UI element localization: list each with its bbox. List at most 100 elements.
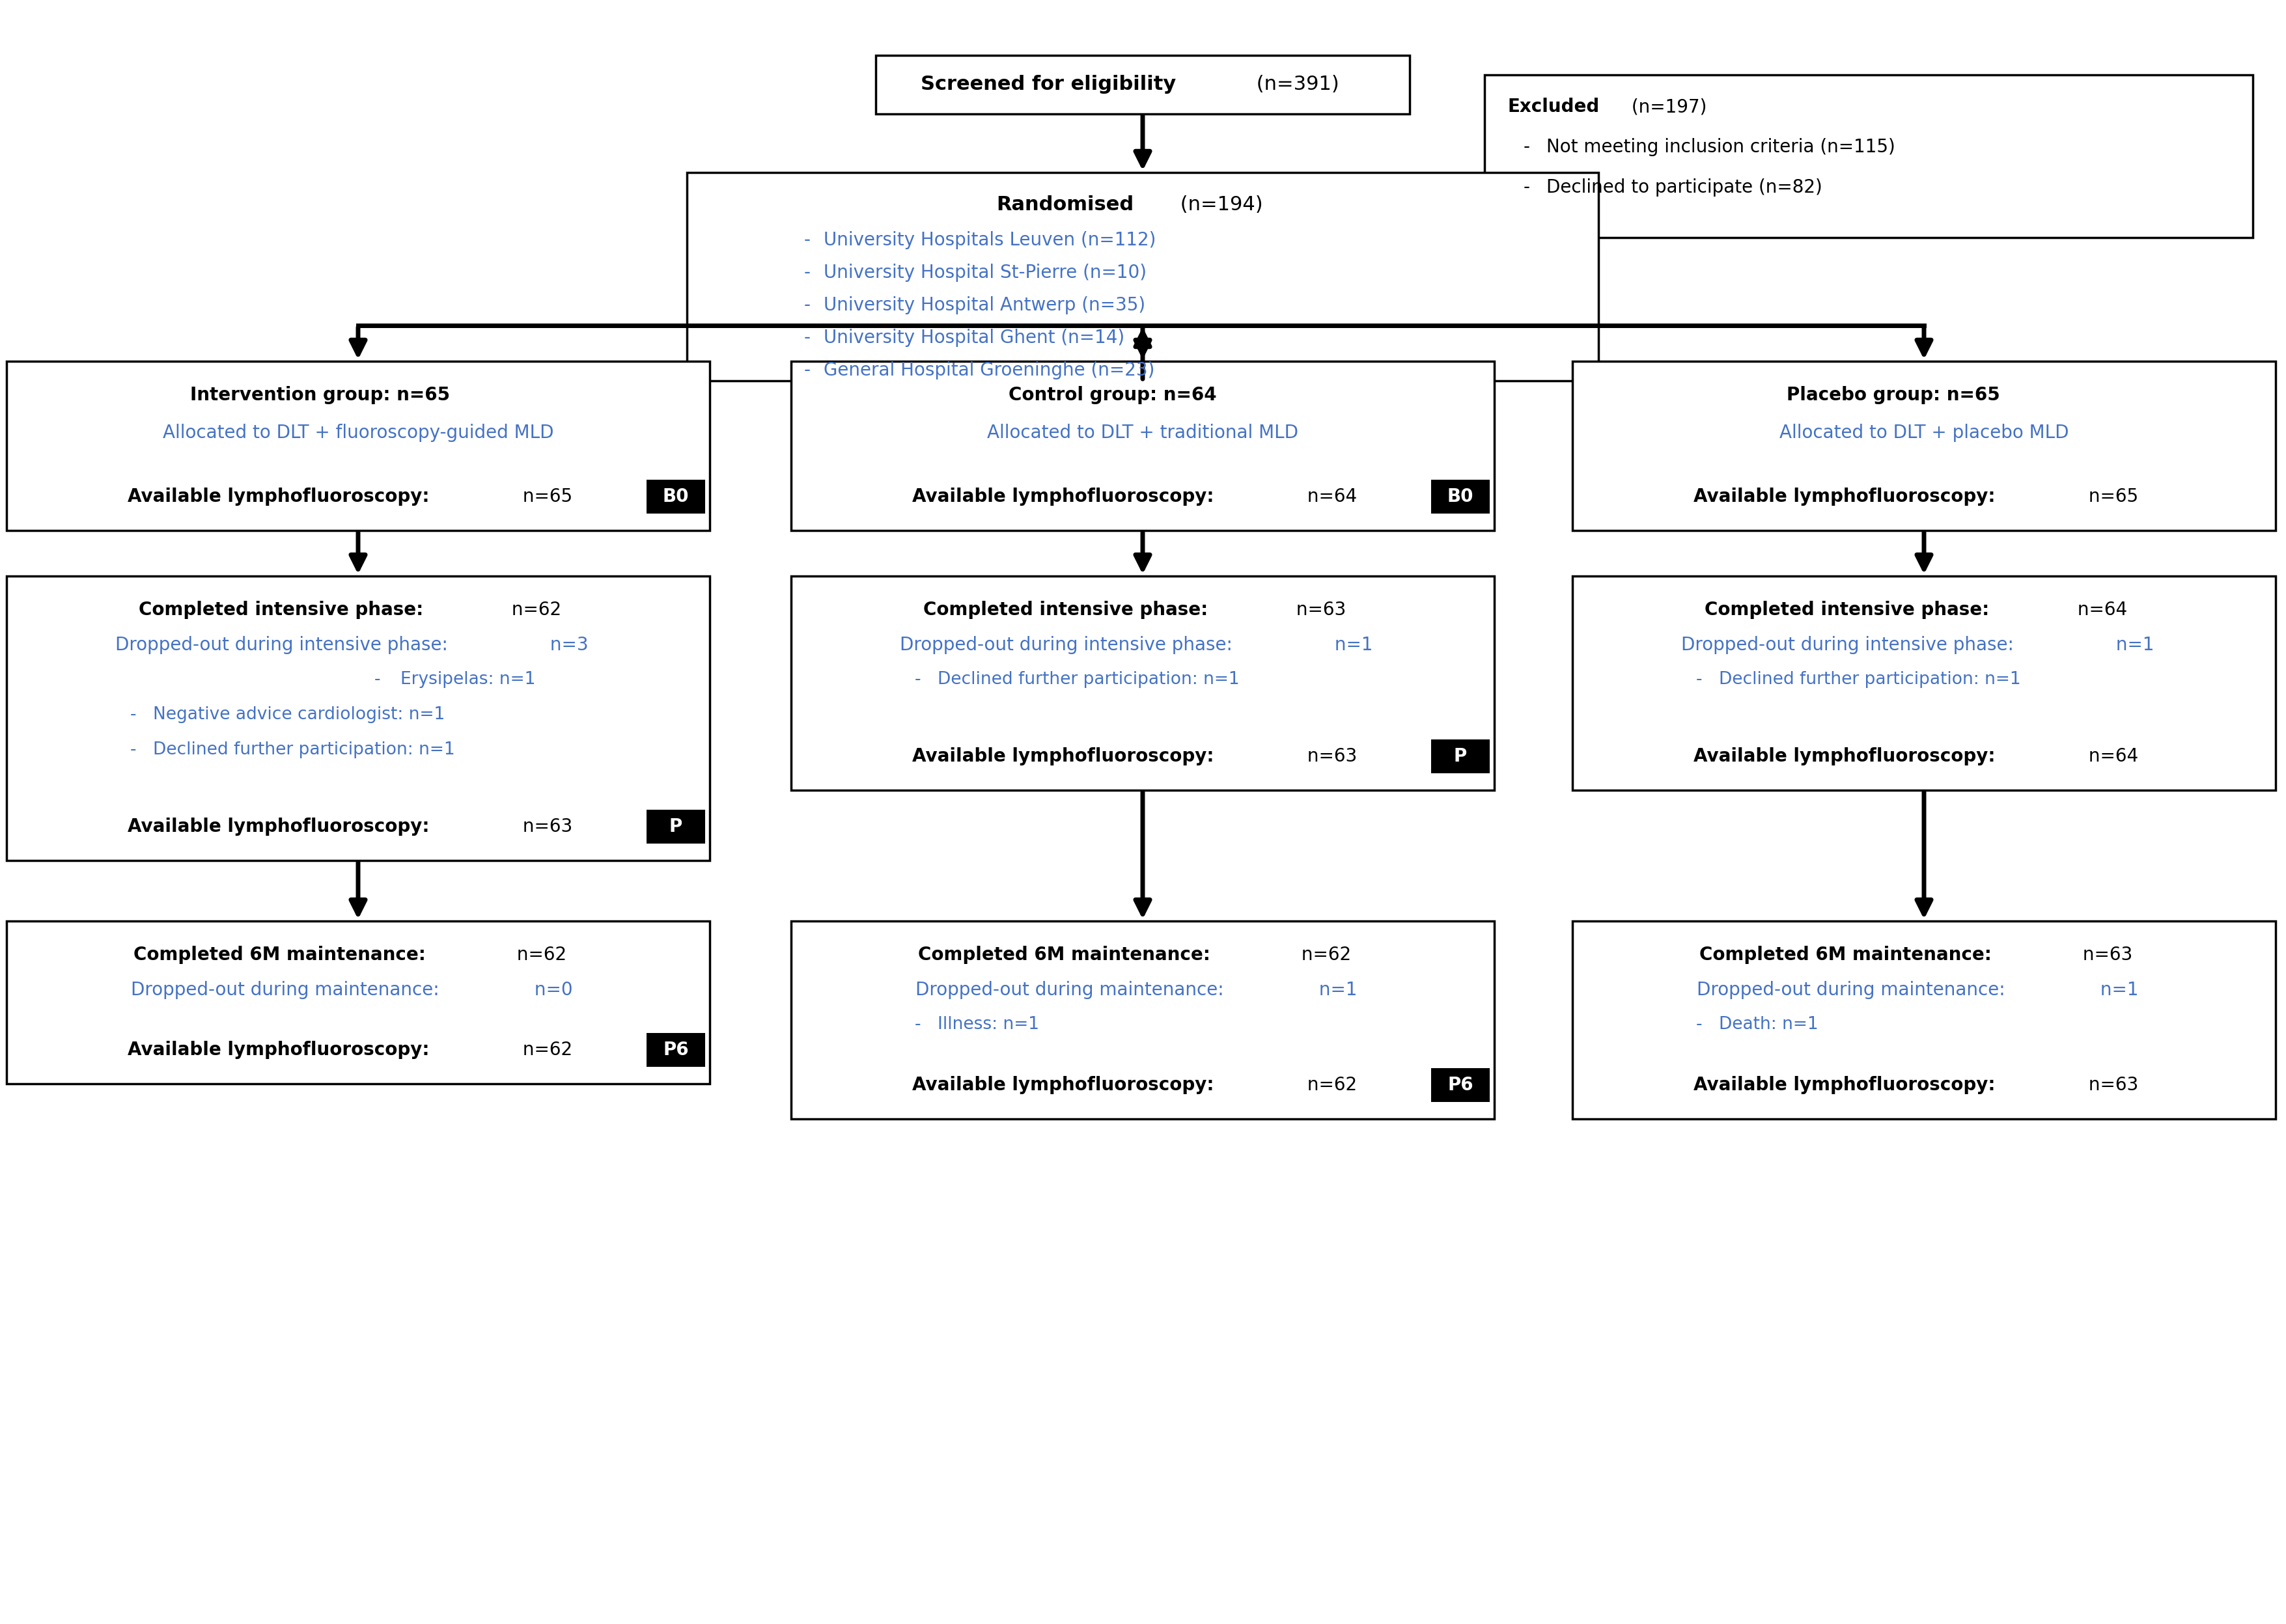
Text: Dropped-out during maintenance:: Dropped-out during maintenance: (914, 981, 1223, 999)
Text: -: - (1696, 1017, 1703, 1033)
Text: n=63: n=63 (2076, 945, 2133, 965)
Text: n=1: n=1 (1328, 637, 1374, 654)
FancyBboxPatch shape (791, 361, 1495, 531)
FancyBboxPatch shape (1573, 921, 2275, 1119)
Text: -: - (1522, 138, 1529, 156)
Text: Screened for eligibility: Screened for eligibility (921, 75, 1175, 94)
FancyBboxPatch shape (647, 1033, 704, 1067)
Text: Completed 6M maintenance:: Completed 6M maintenance: (135, 945, 425, 965)
Text: P: P (670, 817, 684, 836)
Text: Declined to participate (n=82): Declined to participate (n=82) (1545, 179, 1822, 197)
Text: n=1: n=1 (2094, 981, 2137, 999)
Text: n=3: n=3 (544, 637, 588, 654)
FancyBboxPatch shape (791, 577, 1495, 791)
Text: B0: B0 (663, 487, 688, 505)
FancyBboxPatch shape (1431, 1069, 1490, 1103)
Text: Allocated to DLT + placebo MLD: Allocated to DLT + placebo MLD (1779, 424, 2069, 442)
FancyBboxPatch shape (686, 172, 1598, 380)
Text: Completed intensive phase:: Completed intensive phase: (924, 601, 1207, 619)
Text: Available lymphofluoroscopy:: Available lymphofluoroscopy: (912, 747, 1214, 765)
Text: n=65: n=65 (2083, 487, 2137, 505)
Text: n=62: n=62 (505, 601, 562, 619)
Text: Available lymphofluoroscopy:: Available lymphofluoroscopy: (912, 1077, 1214, 1095)
Text: University Hospital Ghent (n=14): University Hospital Ghent (n=14) (823, 328, 1125, 348)
Text: -: - (1696, 671, 1703, 689)
Text: Placebo group: n=65: Placebo group: n=65 (1785, 387, 2000, 404)
Text: -: - (805, 263, 812, 283)
Text: Declined further participation: n=1: Declined further participation: n=1 (937, 671, 1239, 689)
FancyBboxPatch shape (7, 361, 709, 531)
Text: Randomised: Randomised (997, 195, 1134, 214)
Text: Available lymphofluoroscopy:: Available lymphofluoroscopy: (128, 1041, 430, 1059)
Text: Not meeting inclusion criteria (n=115): Not meeting inclusion criteria (n=115) (1545, 138, 1895, 156)
Text: n=62: n=62 (1296, 945, 1351, 965)
FancyBboxPatch shape (1431, 739, 1490, 773)
Text: Available lymphofluoroscopy:: Available lymphofluoroscopy: (128, 817, 430, 836)
Text: n=1: n=1 (1312, 981, 1358, 999)
Text: Declined further participation: n=1: Declined further participation: n=1 (1719, 671, 2021, 689)
Text: -: - (914, 1017, 921, 1033)
Text: Negative advice cardiologist: n=1: Negative advice cardiologist: n=1 (153, 706, 446, 723)
Text: n=63: n=63 (517, 817, 572, 836)
Text: n=63: n=63 (1301, 747, 1358, 765)
Text: Completed intensive phase:: Completed intensive phase: (139, 601, 423, 619)
Text: -: - (805, 328, 812, 348)
FancyBboxPatch shape (1573, 361, 2275, 531)
FancyBboxPatch shape (647, 479, 704, 513)
Text: n=1: n=1 (2110, 637, 2153, 654)
Text: -: - (1522, 179, 1529, 197)
Text: Completed 6M maintenance:: Completed 6M maintenance: (919, 945, 1212, 965)
FancyBboxPatch shape (876, 55, 1410, 114)
Text: Available lymphofluoroscopy:: Available lymphofluoroscopy: (128, 487, 430, 505)
Text: n=64: n=64 (2071, 601, 2128, 619)
Text: -: - (805, 361, 812, 380)
Text: (n=194): (n=194) (1175, 195, 1262, 214)
Text: Available lymphofluoroscopy:: Available lymphofluoroscopy: (1694, 487, 1996, 505)
Text: n=64: n=64 (1301, 487, 1358, 505)
Text: Dropped-out during intensive phase:: Dropped-out during intensive phase: (901, 637, 1232, 654)
Text: n=62: n=62 (1301, 1077, 1358, 1095)
FancyBboxPatch shape (791, 921, 1495, 1119)
Text: -: - (130, 742, 137, 758)
Text: University Hospitals Leuven (n=112): University Hospitals Leuven (n=112) (823, 231, 1157, 250)
Text: Available lymphofluoroscopy:: Available lymphofluoroscopy: (1694, 1077, 1996, 1095)
Text: -: - (805, 231, 812, 250)
Text: Declined further participation: n=1: Declined further participation: n=1 (153, 742, 455, 758)
Text: P: P (1454, 747, 1468, 765)
Text: Allocated to DLT + traditional MLD: Allocated to DLT + traditional MLD (988, 424, 1298, 442)
Text: Allocated to DLT + fluoroscopy-guided MLD: Allocated to DLT + fluoroscopy-guided ML… (162, 424, 553, 442)
Text: Death: n=1: Death: n=1 (1719, 1017, 1817, 1033)
Text: Erysipelas: n=1: Erysipelas: n=1 (400, 671, 535, 689)
Text: Control group: n=64: Control group: n=64 (1008, 387, 1216, 404)
Text: -: - (805, 296, 812, 315)
Text: Excluded: Excluded (1506, 97, 1600, 115)
Text: Available lymphofluoroscopy:: Available lymphofluoroscopy: (1694, 747, 1996, 765)
FancyBboxPatch shape (647, 810, 704, 843)
Text: Dropped-out during maintenance:: Dropped-out during maintenance: (1696, 981, 2005, 999)
Text: n=65: n=65 (517, 487, 572, 505)
Text: P6: P6 (1447, 1077, 1472, 1095)
Text: n=0: n=0 (528, 981, 574, 999)
Text: Completed intensive phase:: Completed intensive phase: (1705, 601, 1989, 619)
Text: -: - (130, 706, 137, 723)
Text: n=63: n=63 (1292, 601, 1346, 619)
Text: (n=197): (n=197) (1625, 97, 1708, 115)
Text: P6: P6 (663, 1041, 688, 1059)
Text: Illness: n=1: Illness: n=1 (937, 1017, 1040, 1033)
Text: University Hospital Antwerp (n=35): University Hospital Antwerp (n=35) (823, 296, 1145, 315)
Text: (n=391): (n=391) (1250, 75, 1340, 94)
Text: General Hospital Groeninghe (n=23): General Hospital Groeninghe (n=23) (823, 361, 1154, 380)
FancyBboxPatch shape (1484, 75, 2252, 237)
Text: Dropped-out during maintenance:: Dropped-out during maintenance: (130, 981, 439, 999)
Text: -: - (375, 671, 382, 689)
Text: Completed 6M maintenance:: Completed 6M maintenance: (1698, 945, 1991, 965)
Text: n=63: n=63 (2083, 1077, 2137, 1095)
Text: n=62: n=62 (517, 1041, 572, 1059)
Text: B0: B0 (1447, 487, 1474, 505)
FancyBboxPatch shape (7, 577, 709, 861)
Text: Dropped-out during intensive phase:: Dropped-out during intensive phase: (1680, 637, 2014, 654)
FancyBboxPatch shape (1573, 577, 2275, 791)
Text: Dropped-out during intensive phase:: Dropped-out during intensive phase: (114, 637, 448, 654)
Text: Intervention group: n=65: Intervention group: n=65 (190, 387, 450, 404)
Text: University Hospital St-Pierre (n=10): University Hospital St-Pierre (n=10) (823, 263, 1148, 283)
